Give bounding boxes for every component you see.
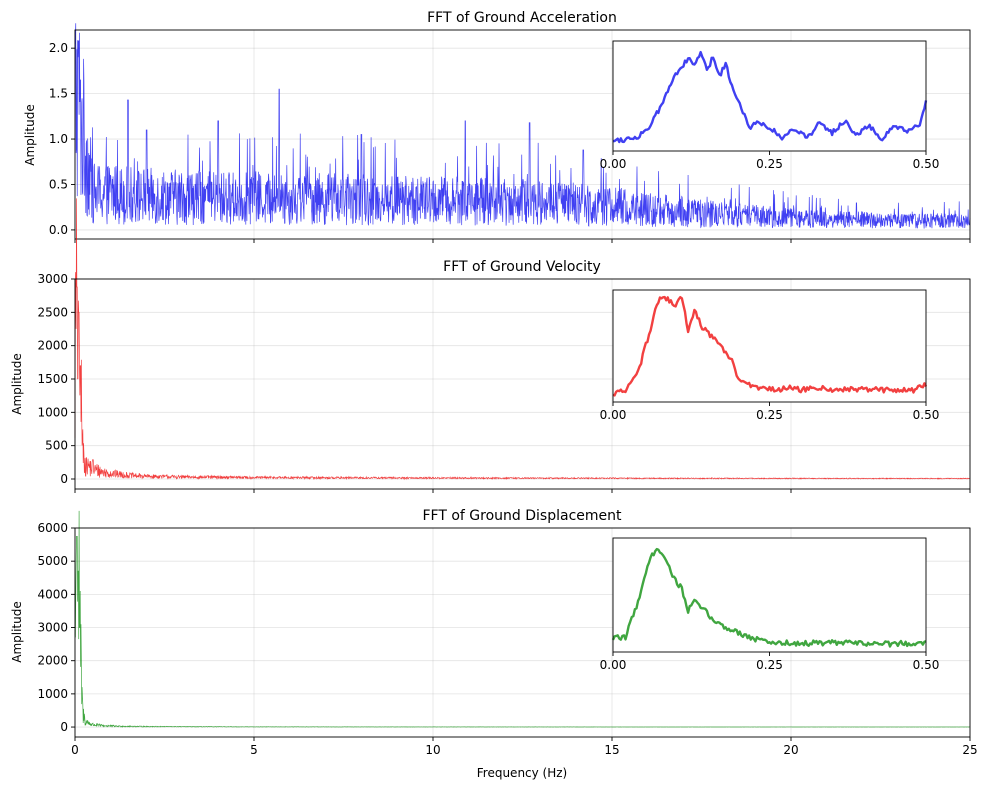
x-axis-label: Frequency (Hz) — [477, 766, 568, 780]
inset-x-tick-label: 0.00 — [600, 408, 627, 422]
x-tick-label: 5 — [250, 743, 258, 757]
y-axis-label: Amplitude — [10, 601, 24, 663]
y-tick-label: 1.5 — [49, 87, 68, 101]
inset-x-tick-label: 0.25 — [756, 408, 783, 422]
inset-x-tick-label: 0.00 — [600, 658, 627, 672]
inset-velocity: 0.00 0.25 0.50 — [600, 289, 940, 422]
axes-frame — [74, 278, 971, 490]
y-tick-label: 0.0 — [49, 223, 68, 237]
y-tick-label: 1500 — [37, 372, 68, 386]
inset-x-tick-label: 0.50 — [913, 658, 940, 672]
inset-series-line — [612, 295, 928, 397]
inset-background — [613, 538, 926, 652]
y-tick-label: 3000 — [37, 272, 68, 286]
x-tick-label: 15 — [604, 743, 619, 757]
inset-x-tick-label: 0.25 — [756, 658, 783, 672]
y-tick-label: 3000 — [37, 621, 68, 635]
panel-velocity: FFT of Ground Velocity 0 500 1000 1500 2000 2… — [10, 198, 971, 493]
inset-x-tick-label: 0.50 — [913, 157, 940, 171]
inset-x-tick-label: 0.00 — [600, 157, 627, 171]
y-tick-label: 500 — [45, 439, 68, 453]
y-tick-label: 2000 — [37, 339, 68, 353]
y-tick-label: 0 — [60, 720, 68, 734]
panel-acceleration: FFT of Ground Acceleration 0.0 0.5 1.0 1.5 2… — [23, 10, 971, 243]
x-tick-label: 25 — [962, 743, 977, 757]
series-line — [74, 198, 971, 481]
series-acceleration — [74, 23, 971, 229]
y-tick-label: 1000 — [37, 405, 68, 419]
y-tick-label: 2500 — [37, 305, 68, 319]
series-line — [74, 510, 971, 728]
x-tick-label: 10 — [425, 743, 440, 757]
inset-background — [613, 290, 926, 402]
y-tick-label: 2000 — [37, 654, 68, 668]
x-tick-label: 20 — [783, 743, 798, 757]
axes-frame — [74, 527, 971, 738]
y-axis-label: Amplitude — [10, 353, 24, 415]
y-axis-label: Amplitude — [23, 104, 37, 166]
y-tick-label: 0.5 — [49, 177, 68, 191]
inset-x-tick-label: 0.50 — [913, 408, 940, 422]
y-tick-label: 1000 — [37, 687, 68, 701]
series-velocity — [74, 198, 971, 481]
inset-series-line — [612, 50, 928, 144]
panel-title: FFT of Ground Acceleration — [427, 10, 617, 26]
inset-x-tick-label: 0.25 — [756, 157, 783, 171]
series-displacement — [74, 510, 971, 728]
y-tick-label: 6000 — [37, 521, 68, 535]
axes-frame — [74, 29, 971, 240]
y-tick-label: 5000 — [37, 554, 68, 568]
y-tick-label: 2.0 — [49, 41, 68, 55]
inset-acceleration: 0.00 0.25 0.50 — [600, 40, 940, 171]
panel-title: FFT of Ground Displacement — [423, 508, 623, 524]
x-tick-label: 0 — [71, 743, 79, 757]
panel-displacement: FFT of Ground Displacement 0 1000 2000 3000… — [10, 508, 978, 780]
y-tick-label: 0 — [60, 472, 68, 486]
inset-displacement: 0.00 0.25 0.50 — [600, 537, 940, 672]
series-line — [74, 23, 971, 229]
inset-background — [613, 41, 926, 151]
panel-title: FFT of Ground Velocity — [443, 259, 601, 275]
y-tick-label: 4000 — [37, 587, 68, 601]
inset-series-line — [611, 547, 927, 648]
y-tick-label: 1.0 — [49, 132, 68, 146]
